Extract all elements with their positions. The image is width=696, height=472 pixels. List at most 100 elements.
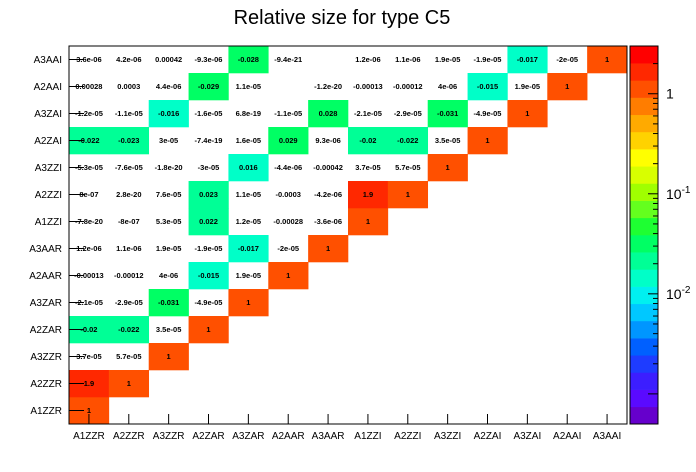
cell-label: -4.4e-06 — [274, 163, 302, 172]
heatmap-cell — [427, 154, 468, 182]
cell-label: -0.022 — [78, 136, 99, 145]
heatmap-cell — [148, 289, 189, 317]
cell-label: -7.6e-05 — [115, 163, 143, 172]
cell-label: -0.00012 — [114, 271, 144, 280]
cell-label: 0.022 — [199, 217, 218, 226]
cell-label: 4.2e-06 — [116, 55, 141, 64]
cell-label: -1.6e-05 — [195, 109, 223, 118]
cell-label: -0.029 — [198, 82, 219, 91]
cell-label: 1.9e-05 — [435, 55, 460, 64]
y-tick-label: A2AAR — [29, 271, 62, 282]
cell-label: -7.4e-19 — [195, 136, 223, 145]
y-tick-label: A2AAI — [34, 82, 62, 93]
cell-label: 3.6e-06 — [76, 55, 101, 64]
cell-label: -9.4e-21 — [274, 55, 302, 64]
cell-label: -2.9e-05 — [394, 109, 422, 118]
heatmap-cell — [348, 208, 389, 236]
palette-swatch — [630, 235, 658, 253]
cell-label: 1 — [485, 136, 489, 145]
cell-label: -1.9e-05 — [474, 55, 502, 64]
cell-label: 1 — [206, 325, 210, 334]
cell-label: -0.00013 — [353, 82, 383, 91]
heatmap-cell — [387, 127, 429, 155]
cell-label: 1 — [525, 109, 529, 118]
cell-label: 1 — [246, 298, 250, 307]
cell-label: 5.7e-05 — [395, 163, 420, 172]
cell-label: 9.3e-06 — [315, 136, 340, 145]
cell-label: 1 — [406, 190, 410, 199]
palette-swatch — [630, 217, 658, 236]
palette-swatch — [630, 200, 658, 219]
x-tick-label: A2ZAI — [474, 431, 502, 442]
cell-label: -1.2e-20 — [314, 82, 342, 91]
cell-label: -1.1e-05 — [274, 109, 302, 118]
y-tick-label: A2ZZI — [35, 190, 62, 201]
cell-label: 1 — [605, 55, 609, 64]
cell-label: 6.8e-19 — [236, 109, 261, 118]
heatmap-cell — [507, 100, 548, 128]
heatmap-cell — [228, 46, 269, 74]
cell-label: -0.015 — [198, 271, 219, 280]
x-tick-label: A3ZAR — [232, 431, 264, 442]
cell-label: 1.1e-05 — [236, 190, 261, 199]
palette-swatch — [630, 269, 658, 287]
cell-label: -0.017 — [517, 55, 538, 64]
heatmap-cell — [148, 100, 189, 128]
heatmap-cell — [148, 343, 189, 371]
cell-label: -7.8e-20 — [75, 217, 103, 226]
heatmap-cell — [108, 370, 150, 398]
cell-label: 8e-07 — [79, 190, 98, 199]
cell-label: -4.2e-06 — [314, 190, 342, 199]
palette-swatch — [630, 149, 658, 167]
y-tick-label: A3ZZI — [35, 163, 62, 174]
palette-swatch — [630, 114, 658, 133]
cell-label: 1.9 — [84, 379, 94, 388]
cell-label: -0.00012 — [393, 82, 423, 91]
x-tick-label: A1ZZI — [354, 431, 381, 442]
cell-label: 3.5e-05 — [435, 136, 460, 145]
cell-label: -0.00028 — [273, 217, 303, 226]
x-tick-label: A2ZAR — [192, 431, 224, 442]
x-tick-label: A3ZAI — [513, 431, 541, 442]
palette-swatch — [630, 320, 658, 339]
heatmap-cell — [228, 289, 269, 317]
palette-swatch — [630, 63, 658, 81]
palette-frame — [629, 45, 659, 425]
cell-label: -9.3e-06 — [195, 55, 223, 64]
cell-label: 0.0003 — [117, 82, 140, 91]
heatmap-cell — [188, 262, 229, 290]
cell-label: -0.02 — [80, 325, 97, 334]
cell-label: 5.3e-05 — [156, 217, 181, 226]
y-tick-label: A3ZAI — [34, 109, 62, 120]
cell-label: 3e-05 — [159, 136, 178, 145]
cell-label: 3.7e-05 — [76, 352, 101, 361]
cell-label: -0.017 — [238, 244, 259, 253]
palette-swatch — [630, 286, 658, 305]
cell-label: 1.1e-05 — [236, 82, 261, 91]
cell-label: 0.016 — [239, 163, 258, 172]
heatmap-cell — [188, 208, 229, 236]
cell-label: 1.9e-05 — [236, 271, 261, 280]
heatmap-cell — [228, 235, 269, 263]
cell-label: -3.6e-06 — [314, 217, 342, 226]
cell-label: 0.023 — [199, 190, 218, 199]
cell-label: -1.8e-20 — [155, 163, 183, 172]
cell-label: -2e-05 — [277, 244, 299, 253]
y-tick-label: A3ZAR — [30, 298, 62, 309]
cell-label: -0.022 — [397, 136, 418, 145]
cell-label: -1.2e-05 — [75, 109, 103, 118]
cell-label: 3.7e-05 — [355, 163, 380, 172]
y-tick-label: A2ZAI — [34, 136, 62, 147]
heatmap-cell — [188, 316, 229, 344]
cell-label: -2e-05 — [556, 55, 578, 64]
palette-swatch — [630, 131, 658, 150]
cell-label: -0.028 — [238, 55, 259, 64]
palette-swatch — [630, 166, 658, 184]
cell-label: 1.9e-05 — [515, 82, 540, 91]
heatmap-cell — [308, 100, 349, 128]
palette-swatch — [630, 355, 658, 373]
palette-swatch — [630, 252, 658, 270]
palette-swatch — [630, 183, 658, 201]
cell-label: -5.3e-05 — [75, 163, 103, 172]
cell-label: 0.00042 — [155, 55, 182, 64]
